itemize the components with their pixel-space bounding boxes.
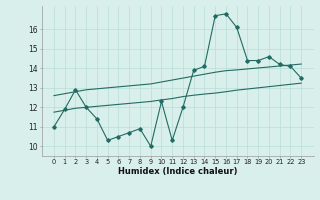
X-axis label: Humidex (Indice chaleur): Humidex (Indice chaleur): [118, 167, 237, 176]
